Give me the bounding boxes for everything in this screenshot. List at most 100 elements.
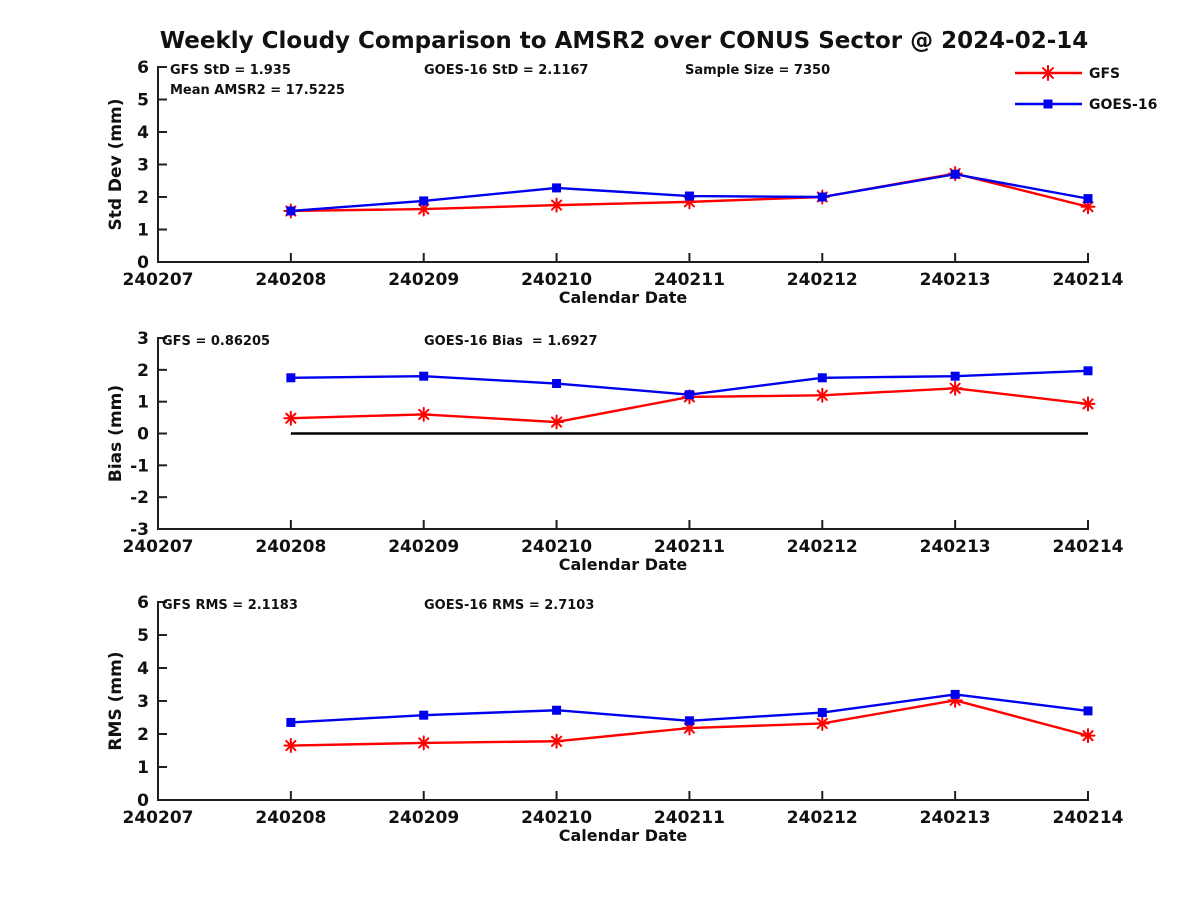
goes16-square-marker bbox=[419, 710, 429, 720]
y-tick-label: 1 bbox=[137, 758, 149, 778]
x-tick-label: 240207 bbox=[123, 808, 194, 828]
gfs-asterisk-marker bbox=[549, 197, 565, 213]
x-tick-label: 240209 bbox=[388, 808, 459, 828]
gfs-asterisk-marker bbox=[814, 387, 830, 403]
gfs-asterisk-marker bbox=[416, 201, 432, 217]
goes16-square-marker bbox=[286, 373, 296, 383]
goes16-square-marker bbox=[286, 717, 296, 727]
y-tick-label: -3 bbox=[130, 520, 149, 540]
x-tick-label: 240212 bbox=[787, 808, 858, 828]
legend-label-gfs: GFS bbox=[1089, 66, 1120, 82]
y-axis-title: RMS (mm) bbox=[106, 651, 126, 750]
x-tick-label: 240214 bbox=[1053, 808, 1124, 828]
goes16-square-marker bbox=[684, 191, 694, 201]
y-tick-label: 6 bbox=[137, 58, 149, 78]
y-tick-label: 2 bbox=[137, 188, 149, 208]
x-tick-label: 240210 bbox=[521, 537, 592, 557]
goes16-square-marker bbox=[817, 708, 827, 718]
series-gfs bbox=[283, 380, 1096, 430]
annotation: Sample Size = 7350 bbox=[685, 63, 830, 78]
legend-label-goes-16: GOES-16 bbox=[1089, 97, 1157, 113]
x-tick-label: 240211 bbox=[654, 537, 725, 557]
series-goes-16 bbox=[286, 169, 1093, 216]
goes16-square-marker bbox=[552, 183, 562, 193]
goes16-square-marker bbox=[1083, 194, 1093, 204]
x-axis-title: Calendar Date bbox=[559, 288, 688, 307]
y-tick-label: 0 bbox=[137, 253, 149, 273]
x-axis-title: Calendar Date bbox=[559, 555, 688, 574]
gfs-asterisk-marker bbox=[549, 733, 565, 749]
annotation: GOES-16 StD = 2.1167 bbox=[424, 63, 588, 78]
x-axis-title: Calendar Date bbox=[559, 826, 688, 845]
x-tick-label: 240214 bbox=[1053, 270, 1124, 290]
subplot-bias: -3 -2 -1 0 1 2 3 240207 240208 240209 240210 240211… bbox=[106, 329, 1124, 574]
goes16-square-marker bbox=[419, 371, 429, 381]
x-tick-label: 240212 bbox=[787, 537, 858, 557]
y-tick-label: 2 bbox=[137, 361, 149, 381]
y-tick-label: 5 bbox=[137, 626, 149, 646]
goes16-square-marker bbox=[419, 196, 429, 206]
x-tick-label: 240213 bbox=[920, 537, 991, 557]
figure-title: Weekly Cloudy Comparison to AMSR2 over C… bbox=[159, 28, 1089, 54]
legend-item-gfs: GFS bbox=[1015, 65, 1120, 82]
goes16-square-marker bbox=[817, 373, 827, 383]
goes16-square-marker bbox=[552, 379, 562, 389]
annotation: Mean AMSR2 = 17.5225 bbox=[170, 83, 345, 98]
goes16-square-marker bbox=[1083, 366, 1093, 376]
y-tick-label: 4 bbox=[137, 123, 149, 143]
y-tick-label: 0 bbox=[137, 791, 149, 811]
gfs-asterisk-marker bbox=[416, 735, 432, 751]
x-tick-label: 240213 bbox=[920, 808, 991, 828]
x-tick-label: 240213 bbox=[920, 270, 991, 290]
y-axis-title: Bias (mm) bbox=[106, 385, 126, 482]
goes16-square-marker bbox=[684, 716, 694, 726]
goes16-square-marker bbox=[552, 705, 562, 715]
y-tick-label: -1 bbox=[130, 456, 149, 476]
annotation: GFS RMS = 2.1183 bbox=[162, 598, 298, 613]
x-tick-label: 240211 bbox=[654, 270, 725, 290]
x-tick-label: 240207 bbox=[123, 537, 194, 557]
y-axis-title: Std Dev (mm) bbox=[106, 98, 126, 230]
gfs-asterisk-marker bbox=[549, 414, 565, 430]
y-tick-label: 6 bbox=[137, 593, 149, 613]
gfs-asterisk-marker bbox=[814, 715, 830, 731]
x-tick-label: 240212 bbox=[787, 270, 858, 290]
x-tick-label: 240209 bbox=[388, 270, 459, 290]
legend-asterisk-marker bbox=[1040, 65, 1056, 81]
subplot-rms: 0 1 2 3 4 5 6 240207 240208 240209 240210 240211 240… bbox=[106, 593, 1124, 845]
goes16-square-marker bbox=[950, 689, 960, 699]
legend-square-marker bbox=[1043, 99, 1053, 109]
y-tick-label: 0 bbox=[137, 425, 149, 445]
gfs-asterisk-marker bbox=[283, 410, 299, 426]
y-tick-label: 1 bbox=[137, 221, 149, 241]
y-tick-label: 3 bbox=[137, 329, 149, 349]
annotation: GFS = 0.86205 bbox=[162, 334, 270, 349]
series-goes-16 bbox=[286, 689, 1093, 727]
y-tick-label: 4 bbox=[137, 659, 149, 679]
y-tick-label: 1 bbox=[137, 393, 149, 413]
x-tick-label: 240208 bbox=[255, 537, 326, 557]
gfs-asterisk-marker bbox=[947, 380, 963, 396]
goes16-square-marker bbox=[950, 371, 960, 381]
x-tick-label: 240208 bbox=[255, 808, 326, 828]
gfs-asterisk-marker bbox=[1080, 396, 1096, 412]
x-tick-label: 240210 bbox=[521, 808, 592, 828]
series-goes-16 bbox=[286, 366, 1093, 400]
x-tick-label: 240214 bbox=[1053, 537, 1124, 557]
subplot-std_dev: 0 1 2 3 4 5 6 240207 240208 240209 240210 240211 240… bbox=[106, 58, 1157, 307]
x-tick-label: 240211 bbox=[654, 808, 725, 828]
goes16-square-marker bbox=[950, 169, 960, 179]
annotation: GOES-16 Bias = 1.6927 bbox=[424, 334, 598, 349]
goes16-square-marker bbox=[286, 206, 296, 216]
goes16-square-marker bbox=[817, 192, 827, 202]
legend: GFS GOES-16 bbox=[1015, 65, 1157, 113]
x-tick-label: 240208 bbox=[255, 270, 326, 290]
goes16-square-marker bbox=[1083, 706, 1093, 716]
gfs-asterisk-marker bbox=[1080, 728, 1096, 744]
gfs-asterisk-marker bbox=[416, 406, 432, 422]
annotation: GOES-16 RMS = 2.7103 bbox=[424, 598, 594, 613]
x-tick-label: 240209 bbox=[388, 537, 459, 557]
gfs-asterisk-marker bbox=[283, 738, 299, 754]
